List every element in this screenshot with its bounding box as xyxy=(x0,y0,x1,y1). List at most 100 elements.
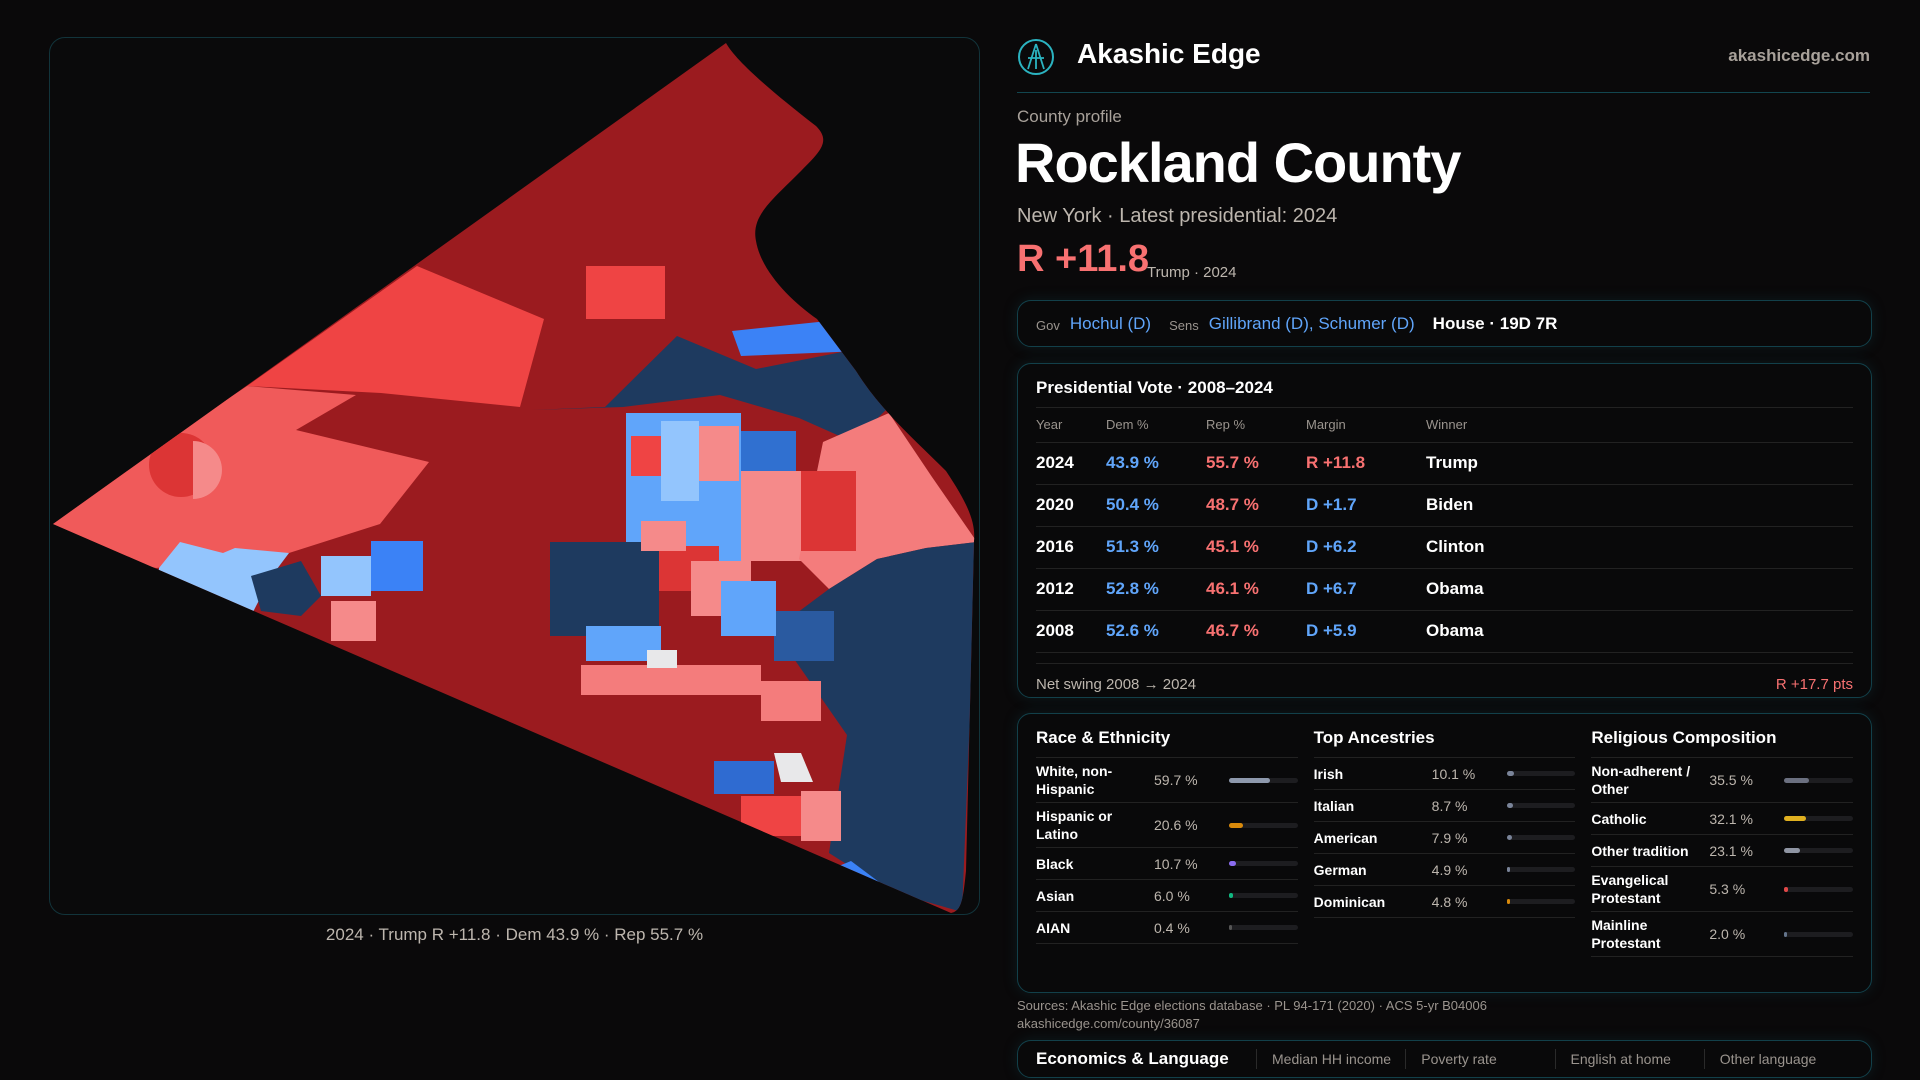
percent-bar xyxy=(1784,816,1854,821)
percent-bar xyxy=(1506,835,1576,840)
map-region[interactable] xyxy=(647,650,677,668)
item-percent: 23.1 % xyxy=(1709,842,1753,859)
percent-bar xyxy=(1784,848,1854,853)
map-region[interactable] xyxy=(801,791,841,841)
demographic-row: Asian 6.0 % xyxy=(1036,880,1298,912)
dem-cell: 50.4 % xyxy=(1106,484,1206,527)
demographic-column: Religious Composition Non-adherent / Othe… xyxy=(1591,728,1854,978)
item-label: Hispanic or Latino xyxy=(1036,808,1113,842)
header-divider xyxy=(1017,92,1870,93)
dem-cell: 52.8 % xyxy=(1106,568,1206,611)
map-region[interactable] xyxy=(699,426,739,481)
rep-cell: 46.7 % xyxy=(1206,610,1306,653)
percent-bar-fill xyxy=(1506,835,1513,840)
percent-bar xyxy=(1506,899,1576,904)
winner-cell: Clinton xyxy=(1426,526,1853,569)
map-region[interactable] xyxy=(741,796,801,836)
margin-cell: R +11.8 xyxy=(1306,442,1426,485)
percent-bar xyxy=(1229,925,1298,930)
map-region[interactable] xyxy=(714,761,774,794)
item-percent: 35.5 % xyxy=(1709,772,1753,788)
map-region[interactable] xyxy=(331,601,376,641)
demographic-row: Mainline Protestant 2.0 % xyxy=(1591,912,1854,957)
percent-bar-fill xyxy=(1229,893,1234,898)
map-region[interactable] xyxy=(550,542,659,636)
map-region[interactable] xyxy=(661,421,699,501)
card-title: Economics & Language xyxy=(1036,1049,1229,1068)
map-region[interactable] xyxy=(581,665,761,695)
map-region[interactable] xyxy=(761,681,821,721)
percent-bar-fill xyxy=(1784,816,1807,821)
presidential-vote-card: Presidential Vote · 2008–2024 Year Dem % R… xyxy=(1017,363,1872,698)
percent-bar-fill xyxy=(1784,886,1788,892)
map-region[interactable] xyxy=(251,561,321,616)
item-percent: 10.1 % xyxy=(1431,765,1476,782)
percent-bar-fill xyxy=(1506,867,1511,872)
eyebrow-label: County profile xyxy=(1017,107,1122,126)
demographic-row: German 4.9 % xyxy=(1313,854,1576,886)
rep-cell: 45.1 % xyxy=(1206,526,1306,569)
page-subtitle: New York · Latest presidential: 2024 xyxy=(1017,205,1338,227)
margin-cell: D +6.2 xyxy=(1306,526,1426,569)
item-percent: 10.7 % xyxy=(1154,855,1198,872)
map-region[interactable] xyxy=(774,753,813,782)
economics-card: Economics & Language Median HH income Pov… xyxy=(1017,1040,1872,1078)
item-label: Evangelical Protestant xyxy=(1591,872,1669,906)
winner-cell: Biden xyxy=(1426,484,1853,527)
demographic-column: Top Ancestries Irish 10.1 % Italian 8.7 % Ame… xyxy=(1313,728,1576,978)
map-region[interactable] xyxy=(371,541,423,591)
sources-url[interactable]: akashicedge.com/county/36087 xyxy=(1017,1016,1200,1031)
percent-bar xyxy=(1506,771,1576,776)
demographic-row: Italian 8.7 % xyxy=(1313,790,1576,822)
column-header: Dem % xyxy=(1106,408,1206,443)
map-region[interactable] xyxy=(741,471,811,561)
senators: Gillibrand (D), Schumer (D) xyxy=(1208,313,1415,333)
map-region[interactable] xyxy=(321,556,371,596)
demographic-column: Race & Ethnicity White, non-Hispanic 59.7 … xyxy=(1036,728,1298,978)
map-region[interactable] xyxy=(631,436,661,476)
item-label: American xyxy=(1313,829,1378,846)
map-region[interactable] xyxy=(741,431,796,471)
map-region[interactable] xyxy=(586,266,665,319)
rep-cell: 46.1 % xyxy=(1206,568,1306,611)
headline-margin: R +11.8 xyxy=(1017,238,1150,280)
economics-column-header: Other language xyxy=(1703,1049,1853,1069)
map-region[interactable] xyxy=(247,266,544,407)
item-label: Other tradition xyxy=(1591,842,1689,859)
demographic-row: Irish 10.1 % xyxy=(1313,758,1576,790)
map-region[interactable] xyxy=(801,471,856,551)
year-cell: 2020 xyxy=(1036,484,1106,527)
column-header: Margin xyxy=(1306,408,1426,443)
section-title: Race & Ethnicity xyxy=(1036,728,1298,758)
map-region[interactable] xyxy=(50,386,429,568)
item-label: German xyxy=(1313,861,1367,878)
precinct-map[interactable] xyxy=(49,37,980,915)
net-swing: Net swing 2008 → 2024 R +17.7 pts xyxy=(1036,662,1853,693)
demographic-row: Other tradition 23.1 % xyxy=(1591,835,1854,867)
map-region[interactable] xyxy=(193,441,222,499)
section-title: Top Ancestries xyxy=(1313,728,1576,758)
percent-bar xyxy=(1784,777,1854,783)
rep-cell: 55.7 % xyxy=(1206,442,1306,485)
demographic-row: American 7.9 % xyxy=(1313,822,1576,854)
gov-label: Gov xyxy=(1036,317,1060,333)
item-percent: 8.7 % xyxy=(1431,797,1468,814)
map-region[interactable] xyxy=(721,581,776,636)
winner-cell: Trump xyxy=(1426,442,1853,485)
map-region[interactable] xyxy=(532,336,889,442)
site-link[interactable]: akashicedge.com xyxy=(1728,46,1870,65)
map-caption: 2024 · Trump R +11.8 · Dem 43.9 % · Rep … xyxy=(325,925,704,944)
percent-bar xyxy=(1784,886,1854,892)
table-row: 2008 52.6 % 46.7 % D +5.9 Obama xyxy=(1036,610,1853,653)
map-region[interactable] xyxy=(774,611,834,661)
item-label: Dominican xyxy=(1313,893,1386,910)
item-label: AIAN xyxy=(1036,919,1071,936)
percent-bar-fill xyxy=(1506,899,1510,904)
net-swing-value: R +17.7 pts xyxy=(1775,675,1853,693)
table-row: 2024 43.9 % 55.7 % R +11.8 Trump xyxy=(1036,442,1853,485)
winner-cell: Obama xyxy=(1426,610,1853,653)
demographics-card: Race & Ethnicity White, non-Hispanic 59.7 … xyxy=(1017,713,1872,993)
map-region[interactable] xyxy=(641,521,686,551)
percent-bar xyxy=(1229,893,1298,898)
margin-cell: D +6.7 xyxy=(1306,568,1426,611)
